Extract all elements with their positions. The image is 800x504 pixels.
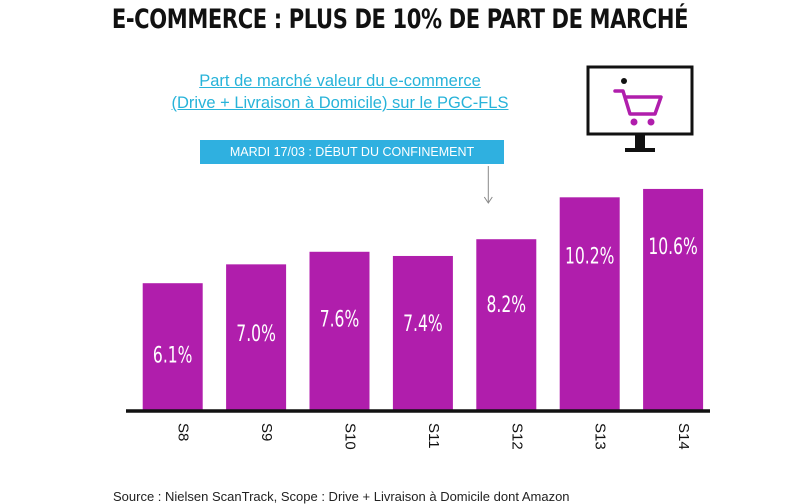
bar-s11 <box>392 255 453 411</box>
x-tick-label-s8: S8 <box>175 423 192 441</box>
bar-value-label-s13: 10.2% <box>565 244 614 269</box>
x-tick-label-s10: S10 <box>342 423 359 450</box>
subtitle-line-1: Part de marché valeur du e-commerce <box>199 72 481 90</box>
x-tick-label-s11: S11 <box>425 423 442 449</box>
x-tick-label-s13: S13 <box>592 423 609 450</box>
lockdown-callout: MARDI 17/03 : DÉBUT DU CONFINEMENT <box>200 140 504 164</box>
bar-value-label-s12: 8.2% <box>487 292 527 317</box>
shopping-cart-monitor-icon <box>586 65 694 152</box>
bar-value-label-s9: 7.0% <box>236 321 276 346</box>
x-tick-label-s9: S9 <box>258 423 275 441</box>
bar-s13 <box>559 197 620 411</box>
x-tick-label-s14: S14 <box>675 423 692 450</box>
bar-s9 <box>226 264 287 411</box>
bar-value-label-s11: 7.4% <box>403 312 443 337</box>
chart-subtitle-link[interactable]: Part de marché valeur du e-commerce (Dri… <box>140 70 540 114</box>
bar-s12 <box>476 239 537 411</box>
bar-s8 <box>142 283 203 411</box>
bar-s10 <box>309 251 370 411</box>
source-note: Source : Nielsen ScanTrack, Scope : Driv… <box>113 489 570 504</box>
headline: E-COMMERCE : PLUS DE 10% DE PART DE MARC… <box>111 4 689 35</box>
bar-value-label-s10: 7.6% <box>320 307 360 332</box>
subtitle-line-2: (Drive + Livraison à Domicile) sur le PG… <box>171 94 509 112</box>
bar-value-label-s14: 10.6% <box>648 234 697 259</box>
x-tick-label-s12: S12 <box>508 423 525 450</box>
bar-s14 <box>643 188 704 411</box>
callout-arrow-head <box>483 196 493 204</box>
bar-value-label-s8: 6.1% <box>153 343 193 368</box>
